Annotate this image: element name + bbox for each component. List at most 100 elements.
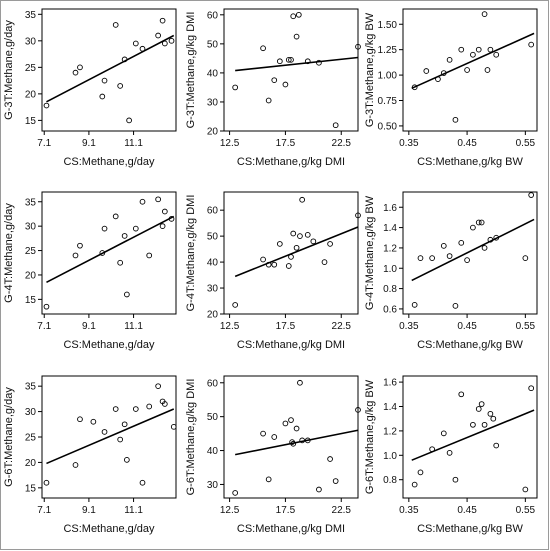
data-point [310,238,317,245]
x-tick-label: 12.5 [220,505,240,516]
data-point [72,69,79,76]
x-axis-label: CS:Methane,g/kg DMI [237,156,345,168]
y-tick-label: 20 [25,458,37,469]
x-tick-label: 0.55 [516,321,536,332]
data-point [487,46,494,53]
x-tick-label: 11.1 [124,321,143,332]
data-point [478,219,485,226]
data-point [121,233,128,239]
y-tick-label: 1.6 [383,203,397,214]
data-point [101,429,108,435]
regression-line [46,34,175,103]
y-tick-label: 0.6 [383,304,397,315]
data-point [43,102,50,109]
y-tick-label: 40 [207,68,219,79]
data-point [464,257,470,263]
plot-area-p21 [41,191,177,315]
data-point [288,56,294,63]
plot-area-p11 [41,8,177,132]
plot-area-p13 [402,8,538,132]
x-tick-label: 0.45 [457,138,477,149]
data-point [304,231,311,238]
x-tick-label: 22.5 [332,138,352,149]
data-point [288,417,294,423]
data-point [99,250,106,256]
data-point [487,410,494,417]
data-point [484,67,491,73]
data-point [232,490,239,496]
data-point [458,239,465,246]
data-point [112,406,119,412]
data-point [132,40,139,47]
data-point [159,223,166,230]
data-point [487,236,494,243]
data-point [276,58,283,65]
data-point [260,45,266,52]
x-tick-label: 17.5 [276,321,296,332]
y-tick-label: 0.8 [383,284,397,295]
y-tick-label: 30 [207,480,219,491]
y-tick-label: 20 [25,270,37,281]
x-tick-label: 17.5 [276,505,296,516]
y-tick-label: 50 [207,232,219,243]
data-point [282,81,289,88]
data-point [440,430,447,437]
panel-p22: 12.5 17.5 22.5 20 30 40 50 60 CS:Methane,g/kg DM… [185,191,361,351]
x-tick-label: 7.1 [37,505,51,516]
y-tick-label: 35 [25,197,37,208]
panel-p31: 7.1 9.1 11.1 15 20 25 30 35 CS:Methane,g/day G-6T… [3,375,177,535]
y-tick-label: 60 [207,378,219,389]
y-axis-label: G-3T:Methane,g/kg BW [364,12,376,127]
y-axis-label: G-3T:Methane,g/day [3,20,15,120]
y-tick-label: 15 [25,483,37,494]
y-tick-label: 40 [207,446,219,457]
data-point [446,450,453,456]
data-point [77,416,83,423]
data-point [271,77,278,84]
data-point [490,415,497,422]
x-tick-label: 12.5 [220,321,240,332]
data-point [475,46,482,53]
data-point [528,192,535,198]
data-point [293,425,300,432]
data-point [417,469,424,476]
data-point [293,33,300,40]
data-point [475,406,482,412]
data-point [77,64,83,71]
y-tick-label: 50 [207,39,219,50]
data-point [290,440,297,447]
data-point [290,13,297,20]
data-point [271,261,278,268]
data-point [43,303,50,310]
panel-p33: 0.35 0.45 0.55 0.8 1.0 1.2 1.4 1.6 CS:Methane,g/… [364,375,538,535]
y-tick-label: 30 [207,284,219,295]
data-point [285,56,292,63]
data-point [117,259,124,266]
data-point [159,17,166,24]
data-point [464,67,470,73]
panel-p23: 0.35 0.45 0.55 0.6 0.8 1.0 1.2 1.4 1.6 CS:Methane… [364,191,538,351]
data-point [470,421,476,428]
x-tick-label: 9.1 [82,505,96,516]
y-axis-label: G-4T:Methane,g/day [3,203,15,303]
data-point [290,230,297,237]
data-point [132,406,139,412]
regression-line [235,56,359,72]
data-point [260,430,266,437]
y-tick-label: 1.0 [383,451,397,462]
regression-line [234,226,359,278]
y-tick-label: 60 [207,10,219,21]
data-point [435,76,441,83]
x-axis-label: CS:Methane,g/kg BW [417,339,523,351]
data-point [493,442,500,449]
data-point [440,243,447,249]
data-point [522,255,529,261]
data-point [475,219,482,226]
data-point [168,37,175,44]
data-point [232,302,239,308]
data-point [411,481,418,488]
data-point [470,224,476,231]
data-point [146,403,153,410]
y-tick-label: 15 [25,295,37,306]
